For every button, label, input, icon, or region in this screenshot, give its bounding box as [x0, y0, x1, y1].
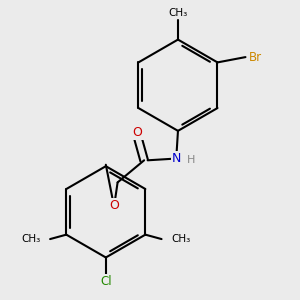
Text: N: N: [172, 152, 181, 165]
Text: CH₃: CH₃: [21, 234, 41, 244]
Text: CH₃: CH₃: [171, 234, 190, 244]
Text: O: O: [133, 126, 142, 139]
Text: Cl: Cl: [100, 274, 112, 287]
Text: Br: Br: [249, 51, 262, 64]
Text: CH₃: CH₃: [168, 8, 188, 18]
Text: H: H: [186, 155, 195, 165]
Text: O: O: [110, 200, 120, 212]
